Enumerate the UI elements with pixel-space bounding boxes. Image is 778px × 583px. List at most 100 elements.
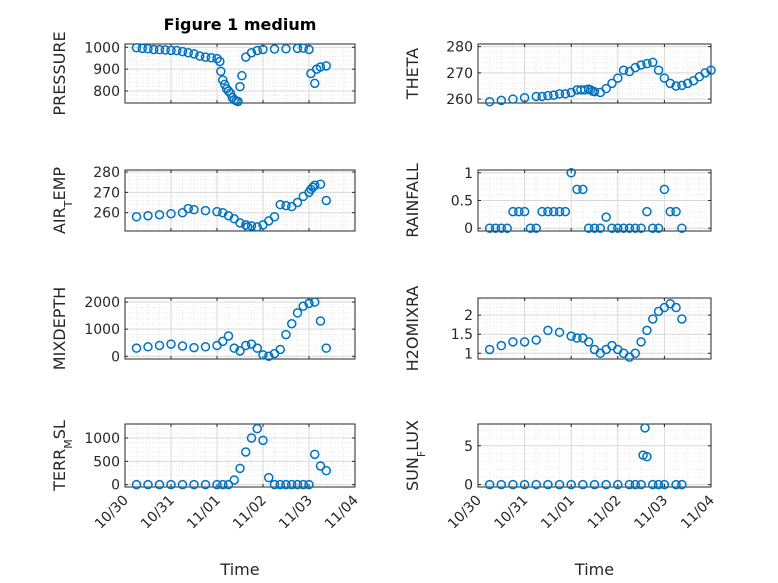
panel-theta: 260 270 280 THETA (403, 40, 716, 108)
data-point (229, 343, 239, 353)
data-point (275, 479, 285, 490)
x-tick-label: 11/03 (276, 493, 316, 533)
data-point (496, 223, 507, 233)
data-point (241, 220, 251, 230)
y-tick-label: 0 (111, 478, 120, 494)
data-point (665, 206, 675, 217)
data-point (566, 87, 576, 98)
data-point (149, 44, 159, 55)
data-point (315, 461, 326, 471)
data-point (189, 342, 199, 353)
data-point (648, 314, 658, 324)
data-point (154, 340, 165, 351)
data-point (177, 341, 188, 351)
data-point (653, 223, 664, 233)
data-point (321, 195, 331, 206)
data-point (177, 46, 188, 57)
data-point (560, 206, 571, 217)
data-point (292, 479, 303, 490)
data-point (642, 58, 652, 69)
y-tick-label: 1 (464, 346, 473, 362)
data-point (648, 479, 658, 490)
y-axis-label: SUNFLUX (403, 420, 428, 491)
y-axis-label: MIXDEPTH (50, 287, 69, 370)
data-point (235, 218, 245, 228)
data-point (640, 423, 650, 433)
data-point (531, 91, 541, 102)
data-point (601, 83, 611, 94)
data-point (233, 96, 243, 107)
data-point (618, 223, 629, 233)
data-point (543, 325, 553, 336)
data-point (490, 223, 501, 233)
data-point (589, 223, 600, 233)
y-tick-label: 270 (93, 185, 120, 201)
data-point (218, 75, 228, 85)
y-tick-label: 260 (93, 206, 120, 222)
data-point (308, 182, 318, 193)
data-point (484, 479, 495, 490)
data-point (508, 94, 518, 104)
axes-box (124, 423, 356, 488)
data-point (589, 86, 600, 97)
data-point (636, 337, 646, 347)
data-point (292, 308, 303, 318)
data-point (183, 203, 193, 214)
data-point (310, 78, 320, 89)
y-tick-label: 1000 (84, 40, 120, 56)
data-point (508, 479, 518, 490)
data-point (624, 352, 635, 362)
data-point (269, 44, 280, 54)
data-point (525, 223, 536, 233)
data-point (659, 184, 670, 195)
data-point (636, 223, 646, 233)
data-point (578, 184, 588, 195)
data-point (537, 91, 547, 102)
data-point (648, 223, 658, 233)
data-point (543, 90, 553, 101)
y-tick-label: 2000 (84, 295, 120, 311)
panel-terr: 0 500 1000 TERRMSL 10/30 10/31 11/01 11/02 11/03… (50, 420, 362, 579)
data-point (235, 346, 245, 356)
data-point (554, 479, 565, 490)
data-point (636, 479, 646, 490)
axes-box (477, 423, 712, 488)
y-tick-label: 280 (446, 40, 473, 56)
data-point (242, 222, 253, 232)
data-point (223, 331, 234, 341)
data-point (252, 343, 262, 353)
data-point (281, 479, 291, 490)
data-point (200, 205, 211, 216)
data-point (212, 53, 222, 64)
data-point (315, 62, 326, 72)
data-point (200, 52, 211, 62)
data-point (595, 223, 606, 233)
data-point (166, 45, 176, 56)
data-point (258, 350, 268, 360)
data-point (304, 298, 314, 309)
data-point (671, 81, 681, 91)
data-point (246, 221, 257, 231)
data-point (508, 206, 518, 217)
x-tick-label: 11/04 (322, 492, 362, 532)
data-point (496, 340, 507, 351)
data-point (229, 475, 239, 485)
data-point (258, 435, 268, 446)
data-point (252, 222, 262, 232)
data-point (566, 479, 576, 490)
x-axis-label: Time (219, 560, 259, 579)
data-point (166, 479, 176, 490)
axes-box (477, 297, 712, 360)
data-point (177, 479, 188, 490)
x-tick-label: 11/04 (678, 492, 718, 532)
data-point (624, 223, 635, 233)
data-point (281, 200, 291, 211)
data-point (700, 68, 710, 78)
data-point (298, 301, 308, 311)
data-point (189, 204, 199, 215)
y-tick-label: 900 (93, 62, 120, 78)
data-point (218, 479, 228, 490)
data-point (183, 47, 193, 58)
data-point (484, 344, 495, 355)
